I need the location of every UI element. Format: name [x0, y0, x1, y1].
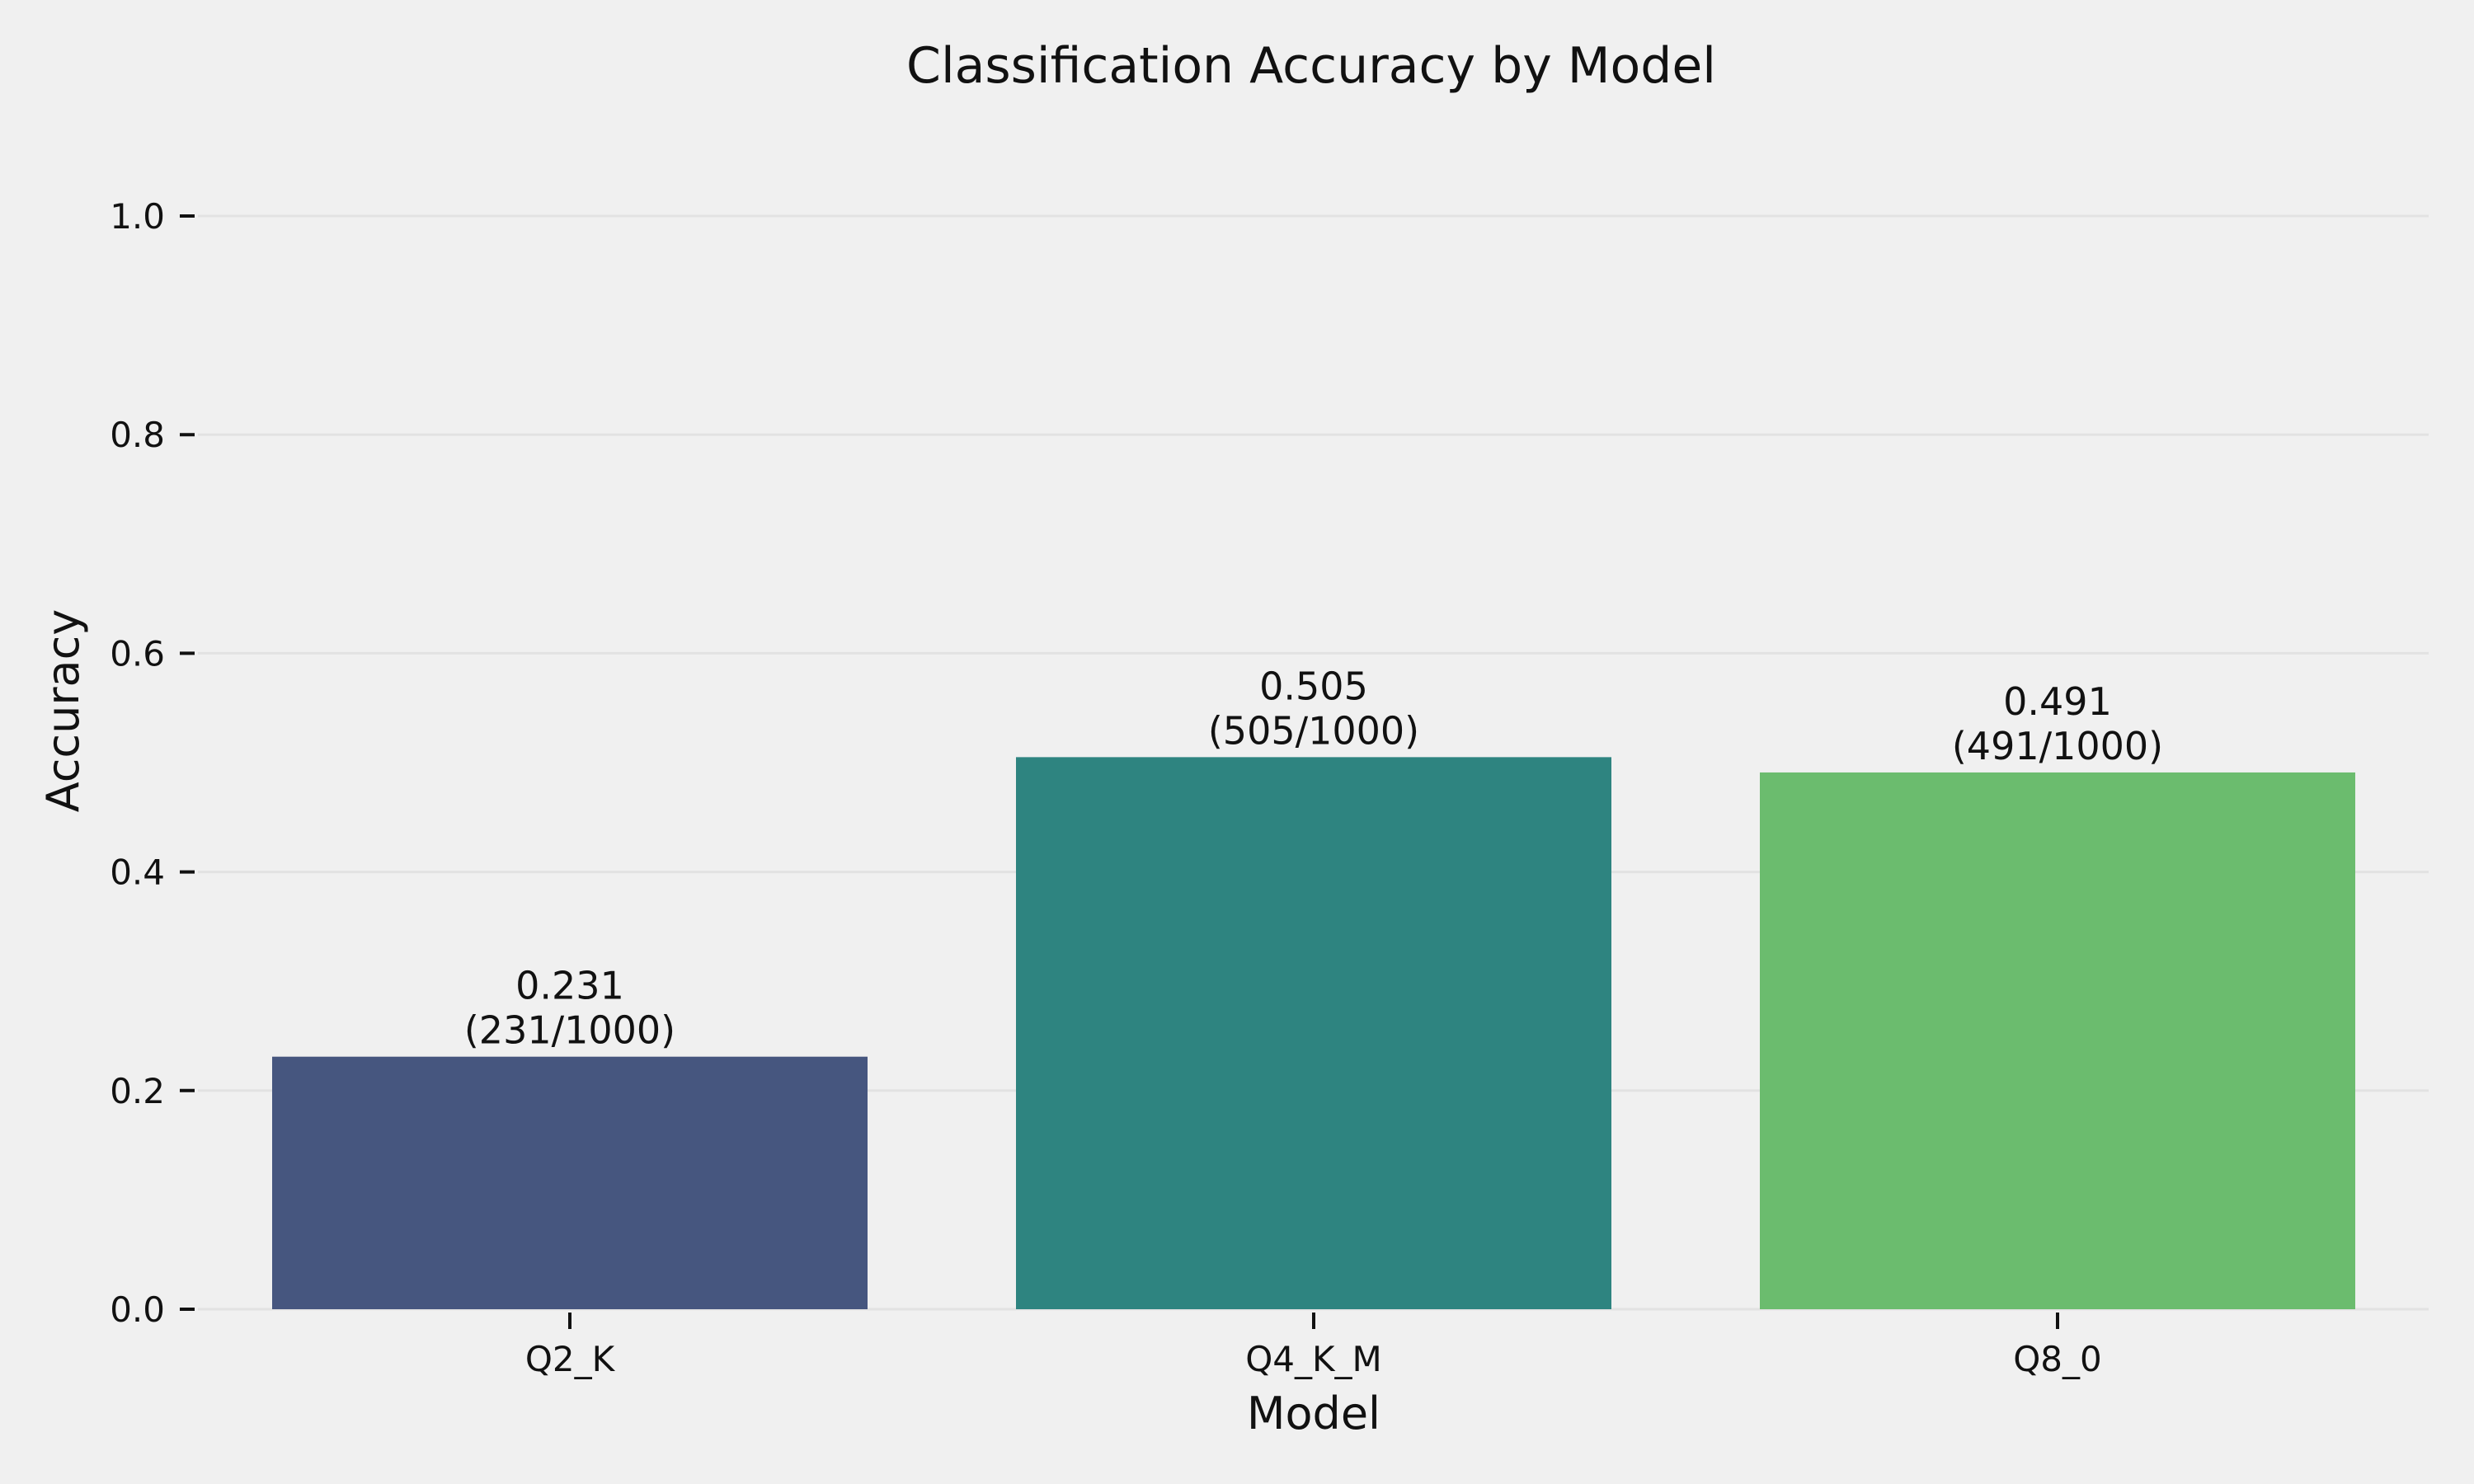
y-tick-label: 0.8	[110, 415, 165, 455]
y-axis: 0.0 0.2 0.4 0.6 0.8 1.0	[110, 196, 195, 1330]
bars	[272, 757, 2355, 1309]
y-tick-label: 0.0	[110, 1289, 165, 1330]
bar-q8_0	[1760, 772, 2355, 1309]
data-labels: 0.231(231/1000) 0.505(505/1000) 0.491(491/…	[464, 664, 2163, 1052]
data-label-value: 0.231	[515, 964, 624, 1008]
data-label-count: (505/1000)	[1208, 708, 1419, 753]
x-tick-label: Q8_0	[2013, 1339, 2102, 1379]
data-label-value: 0.505	[1259, 664, 1368, 708]
x-axis: Q2_K Q4_K_M Q8_0	[525, 1313, 2102, 1379]
data-label-value: 0.491	[2003, 679, 2112, 724]
y-tick-label: 0.6	[110, 633, 165, 674]
data-label-count: (231/1000)	[464, 1008, 675, 1053]
y-axis-title: Accuracy	[37, 609, 89, 813]
data-label-count: (491/1000)	[1952, 724, 2163, 768]
x-tick-label: Q2_K	[525, 1339, 616, 1379]
x-tick-label: Q4_K_M	[1245, 1339, 1382, 1379]
bar-q2_k	[272, 1056, 868, 1309]
chart-title: Classification Accuracy by Model	[906, 37, 1716, 95]
y-tick-label: 0.2	[110, 1071, 165, 1111]
bar-q4_k_m	[1016, 757, 1611, 1309]
y-tick-label: 0.4	[110, 852, 165, 893]
x-axis-title: Model	[1247, 1388, 1380, 1439]
y-tick-label: 1.0	[110, 196, 165, 237]
